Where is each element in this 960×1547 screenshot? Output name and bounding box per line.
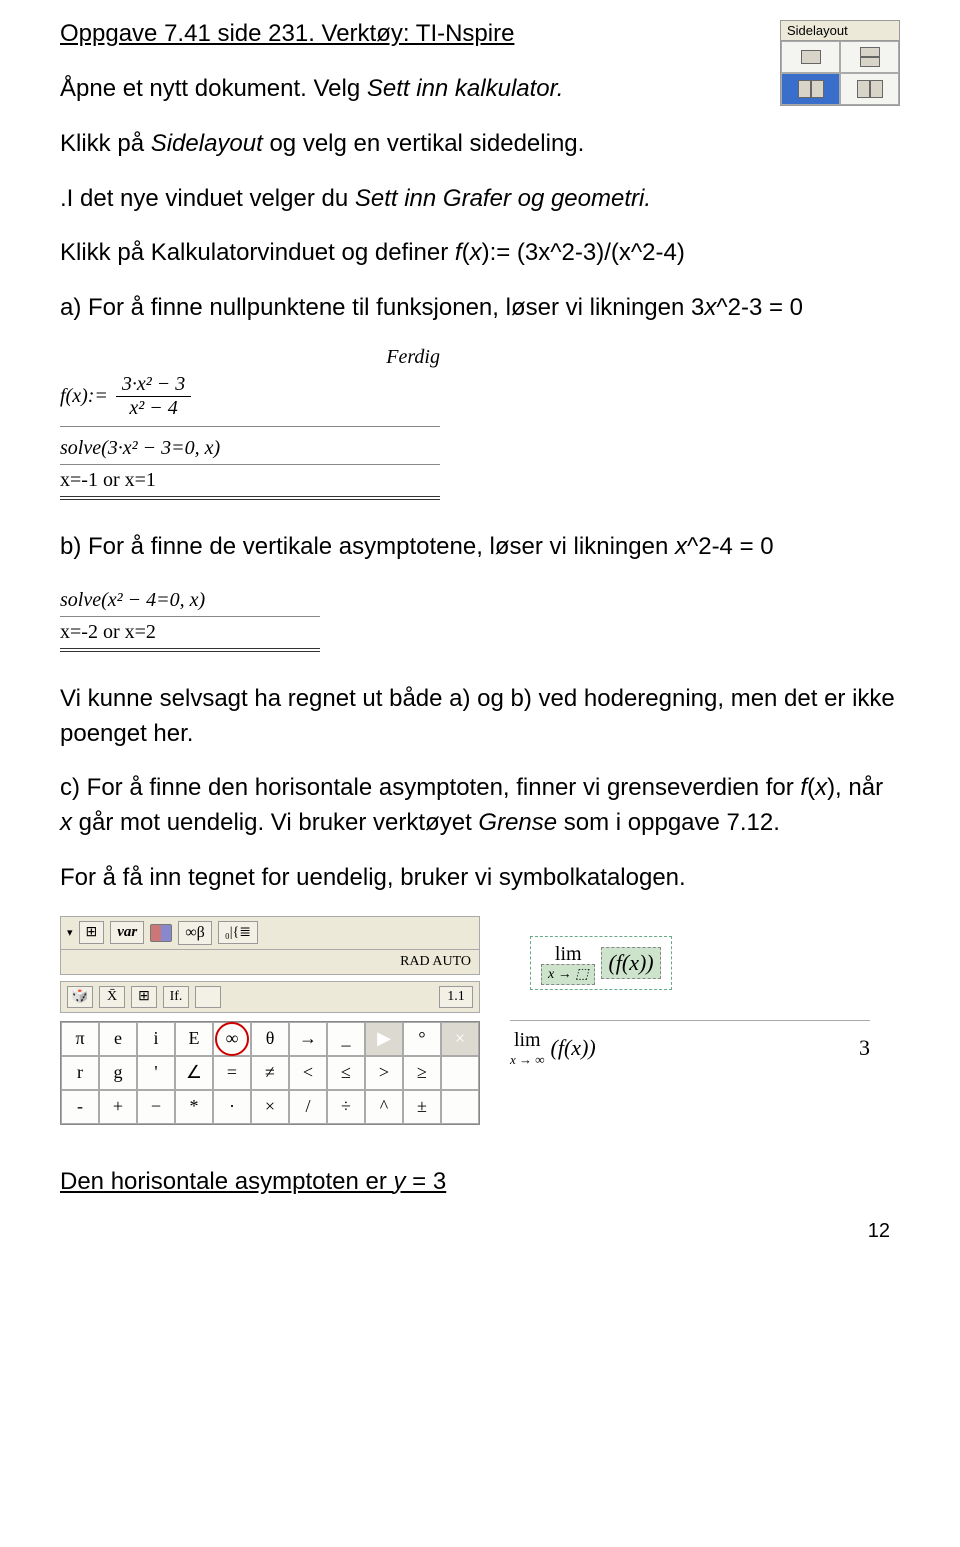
para-6: b) For å finne de vertikale asymptotene,… xyxy=(60,530,900,565)
symbol-cell[interactable]: r xyxy=(61,1056,99,1090)
symbol-grid: πeiE∞θ→_▶°×rg'∠=≠<≤>≥-+−*·×/÷^± xyxy=(60,1021,480,1125)
cas-solve: solve(3·x² − 3=0, x) xyxy=(60,433,440,465)
toolbar-mid: 🎲 X̄ ⊞ If. 1.1 xyxy=(60,981,480,1013)
symbol-cell[interactable]: ▶ xyxy=(365,1022,403,1056)
symbol-cell[interactable]: i xyxy=(137,1022,175,1056)
symbol-cell[interactable] xyxy=(441,1056,479,1090)
sidelayout-title: Sidelayout xyxy=(781,21,899,41)
symbol-cell[interactable]: > xyxy=(365,1056,403,1090)
symbol-cell[interactable]: ≤ xyxy=(327,1056,365,1090)
para-3: .I det nye vinduet velger du Sett inn Gr… xyxy=(60,182,900,217)
para-5: a) For å finne nullpunktene til funksjon… xyxy=(60,291,900,326)
para-2: Klikk på Sidelayout og velg en vertikal … xyxy=(60,127,900,162)
cas-block-1: Ferdig f(x):= 3·x² − 3 x² − 4 solve(3·x²… xyxy=(60,346,900,500)
symbol-cell[interactable]: * xyxy=(175,1090,213,1124)
toolbar-panel: ▾ ⊞ var ∞β ₀|{≣ RAD AUTO 🎲 X̄ ⊞ If. 1.1 … xyxy=(60,916,480,1125)
symbol-cell[interactable]: × xyxy=(251,1090,289,1124)
cas2-result: x=-2 or x=2 xyxy=(60,616,320,652)
symbol-cell[interactable]: < xyxy=(289,1056,327,1090)
symbol-cell[interactable] xyxy=(441,1090,479,1124)
limit-value: 3 xyxy=(859,1035,870,1061)
dice-icon[interactable]: 🎲 xyxy=(67,986,93,1008)
symbol-cell[interactable]: e xyxy=(99,1022,137,1056)
limit-template: lim x → ⬚ (f(x)) xyxy=(530,936,672,990)
symbol-cell[interactable]: + xyxy=(99,1090,137,1124)
layout-other[interactable] xyxy=(840,73,899,105)
cas-block-2: solve(x² − 4=0, x) x=-2 or x=2 xyxy=(60,585,320,652)
para-1: Åpne et nytt dokument. Velg Sett inn kal… xyxy=(60,72,900,107)
para-4: Klikk på Kalkulatorvinduet og definer f(… xyxy=(60,236,900,271)
symbol-cell[interactable]: - xyxy=(61,1090,99,1124)
limit-fn-slot[interactable]: (f(x)) xyxy=(601,947,660,979)
sidelayout-panel: Sidelayout xyxy=(780,20,900,106)
symbol-cell[interactable]: g xyxy=(99,1056,137,1090)
template-button[interactable]: ₀|{≣ xyxy=(218,921,258,944)
symbol-cell[interactable]: → xyxy=(289,1022,327,1056)
blank-button[interactable] xyxy=(195,986,221,1008)
cas-result: x=-1 or x=1 xyxy=(60,465,440,500)
cas-fraction: 3·x² − 3 x² − 4 xyxy=(116,373,191,420)
cas-status: Ferdig xyxy=(386,346,440,369)
layout-vsplit[interactable] xyxy=(781,73,840,105)
symbol-cell[interactable]: × xyxy=(441,1022,479,1056)
xbar-icon[interactable]: X̄ xyxy=(99,986,125,1008)
page-title: Oppgave 7.41 side 231. Verktøy: TI-Nspir… xyxy=(60,20,900,48)
page-tab[interactable]: 1.1 xyxy=(439,986,473,1008)
symbol-cell[interactable]: ' xyxy=(137,1056,175,1090)
symbol-cell[interactable]: = xyxy=(213,1056,251,1090)
para-8: c) For å finne den horisontale asymptote… xyxy=(60,771,900,841)
var-button[interactable]: var xyxy=(110,921,144,944)
symbol-cell[interactable]: ÷ xyxy=(327,1090,365,1124)
symbol-cell[interactable]: ∞ xyxy=(213,1022,251,1056)
toolbar-top: ▾ ⊞ var ∞β ₀|{≣ xyxy=(60,916,480,950)
para-final: Den horisontale asymptoten er y = 3 xyxy=(60,1165,900,1200)
layout-hsplit[interactable] xyxy=(840,41,899,73)
symbol-cell[interactable]: ± xyxy=(403,1090,441,1124)
symbol-cell[interactable]: ≠ xyxy=(251,1056,289,1090)
symbol-cell[interactable]: · xyxy=(213,1090,251,1124)
limit-panel: lim x → ⬚ (f(x)) lim x → ∞ (f(x)) 3 xyxy=(510,916,870,1068)
para-9: For å få inn tegnet for uendelig, bruker… xyxy=(60,861,900,896)
cas2-solve: solve(x² − 4=0, x) xyxy=(60,585,320,616)
symbol-cell[interactable]: _ xyxy=(327,1022,365,1056)
symbol-cell[interactable]: E xyxy=(175,1022,213,1056)
symbol-cell[interactable]: θ xyxy=(251,1022,289,1056)
symbol-cell[interactable]: ∠ xyxy=(175,1056,213,1090)
infinity-button[interactable]: ∞β xyxy=(178,921,212,945)
mode-indicator: RAD AUTO xyxy=(60,950,480,975)
cas-lhs: f(x):= xyxy=(60,385,108,408)
if-button[interactable]: If. xyxy=(163,986,189,1008)
symbol-cell[interactable]: π xyxy=(61,1022,99,1056)
limit-result: lim x → ∞ (f(x)) 3 xyxy=(510,1020,870,1068)
para-7: Vi kunne selvsagt ha regnet ut både a) o… xyxy=(60,682,900,752)
symbol-cell[interactable]: / xyxy=(289,1090,327,1124)
symbol-cell[interactable]: ^ xyxy=(365,1090,403,1124)
symbol-cell[interactable]: ° xyxy=(403,1022,441,1056)
symbol-cell[interactable]: ≥ xyxy=(403,1056,441,1090)
dropdown-arrow-icon[interactable]: ▾ xyxy=(67,926,73,939)
matrix-icon[interactable]: ⊞ xyxy=(131,986,157,1008)
symbol-cell[interactable]: − xyxy=(137,1090,175,1124)
page-number: 12 xyxy=(60,1220,900,1243)
layout-single[interactable] xyxy=(781,41,840,73)
grid-button[interactable]: ⊞ xyxy=(79,921,105,944)
catalog-icon[interactable] xyxy=(150,924,172,942)
